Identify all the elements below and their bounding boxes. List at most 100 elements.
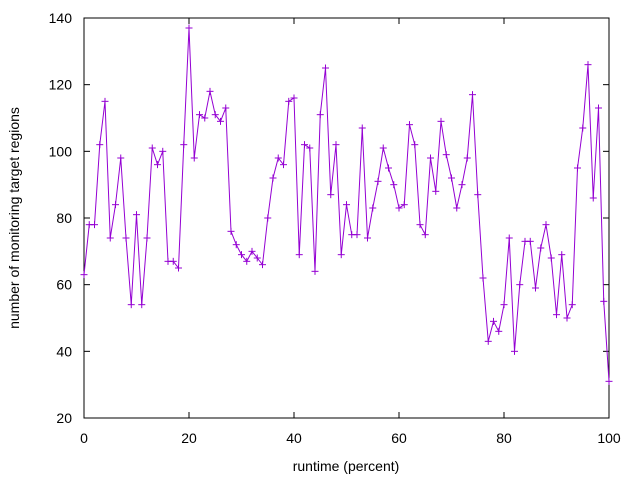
data-point xyxy=(301,141,308,149)
data-point xyxy=(605,377,613,385)
data-point xyxy=(463,154,471,162)
data-point xyxy=(311,267,319,275)
data-point xyxy=(547,254,555,262)
y-tick-label: 140 xyxy=(49,10,73,26)
data-point xyxy=(337,251,345,259)
data-point xyxy=(406,121,413,129)
x-tick-label: 20 xyxy=(181,430,197,446)
data-point xyxy=(96,141,104,149)
data-point xyxy=(411,141,419,149)
data-point xyxy=(579,124,587,132)
data-point xyxy=(553,311,560,319)
data-point xyxy=(421,231,429,239)
data-point xyxy=(80,271,88,279)
data-point xyxy=(154,161,161,169)
data-point xyxy=(469,91,476,99)
data-point xyxy=(537,244,545,252)
data-point xyxy=(269,174,277,182)
data-point xyxy=(600,297,608,305)
data-point xyxy=(259,261,266,269)
data-point xyxy=(558,251,566,259)
data-point xyxy=(343,201,350,209)
data-point xyxy=(427,154,434,162)
data-point xyxy=(222,104,230,112)
data-point xyxy=(106,234,114,242)
data-point xyxy=(248,247,256,255)
data-point xyxy=(285,97,293,105)
data-point xyxy=(479,274,487,282)
data-point xyxy=(138,301,146,309)
data-point xyxy=(211,111,219,119)
data-point xyxy=(453,204,461,212)
data-point xyxy=(490,317,497,325)
data-point xyxy=(280,161,287,169)
data-point xyxy=(437,117,445,125)
data-point xyxy=(516,281,524,289)
data-point xyxy=(217,117,224,125)
data-point xyxy=(511,347,518,355)
y-tick-labels: 20 40 60 80 100 120 140 xyxy=(49,10,73,426)
y-tick-label: 20 xyxy=(56,410,72,426)
y-axis-title: number of monitoring target regions xyxy=(6,107,22,329)
data-point xyxy=(290,94,298,102)
data-point xyxy=(169,257,177,265)
data-point xyxy=(253,254,261,262)
y-tick-label: 60 xyxy=(56,277,72,293)
data-point xyxy=(332,141,340,149)
data-point xyxy=(563,314,571,322)
data-point xyxy=(379,144,387,152)
data-point xyxy=(227,227,235,235)
data-point xyxy=(448,174,455,182)
y-tick-label: 100 xyxy=(49,143,73,159)
data-point xyxy=(180,141,188,149)
data-point xyxy=(112,201,119,209)
data-point xyxy=(505,234,513,242)
data-point xyxy=(400,201,408,209)
data-point xyxy=(316,111,324,119)
data-point xyxy=(390,181,398,189)
data-point xyxy=(385,164,392,172)
data-point xyxy=(196,111,203,119)
data-point xyxy=(322,64,329,72)
data-point xyxy=(484,337,492,345)
data-point xyxy=(568,301,576,309)
x-axis-title: runtime (percent) xyxy=(293,458,400,474)
data-point xyxy=(127,301,135,309)
data-point xyxy=(91,221,98,229)
data-point xyxy=(358,124,366,132)
data-point xyxy=(589,194,597,202)
data-point xyxy=(295,251,303,259)
axis-ticks xyxy=(83,17,610,419)
data-point xyxy=(327,191,335,199)
data-point xyxy=(500,301,508,309)
x-tick-label: 0 xyxy=(80,430,88,446)
data-point xyxy=(526,237,534,245)
data-point xyxy=(232,241,240,249)
data-point xyxy=(133,211,140,219)
data-point xyxy=(101,97,109,105)
x-tick-label: 100 xyxy=(597,430,621,446)
data-point xyxy=(369,204,377,212)
data-point xyxy=(364,234,371,242)
data-point xyxy=(143,234,151,242)
data-point xyxy=(206,87,214,95)
data-point xyxy=(306,144,314,152)
data-point xyxy=(353,231,361,239)
data-point xyxy=(159,147,167,155)
y-tick-label: 120 xyxy=(49,77,73,93)
data-point xyxy=(395,204,403,212)
series-markers xyxy=(80,24,613,385)
data-point xyxy=(595,104,602,112)
data-point xyxy=(458,181,466,189)
data-point xyxy=(122,234,130,242)
data-point xyxy=(264,214,272,222)
data-point xyxy=(495,327,503,335)
data-point xyxy=(542,221,550,229)
data-point xyxy=(243,257,251,265)
data-point xyxy=(185,24,193,32)
x-tick-labels: 0 20 40 60 80 100 xyxy=(80,430,621,446)
data-point xyxy=(432,187,440,195)
data-point xyxy=(416,221,424,229)
data-point xyxy=(442,151,450,159)
